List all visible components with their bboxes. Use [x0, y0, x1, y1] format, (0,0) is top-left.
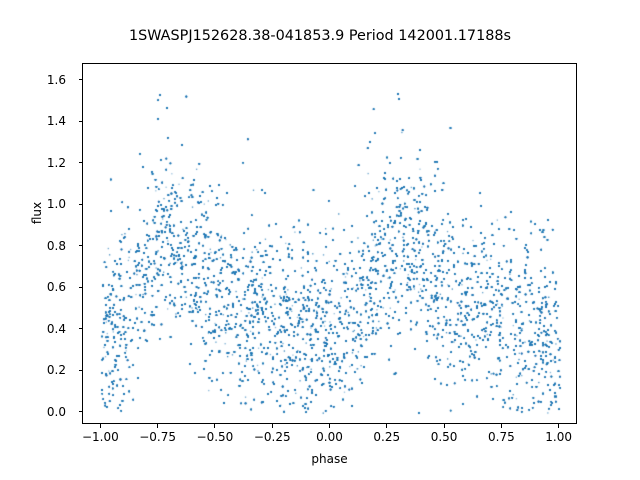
x-tick-label: −0.75: [139, 430, 177, 444]
y-tick-mark: [78, 328, 82, 330]
y-tick-label: 0.6: [46, 280, 66, 295]
y-tick-label: 0.2: [46, 363, 66, 378]
y-tick-mark: [78, 203, 82, 205]
y-tick-mark: [78, 120, 82, 122]
page-title: 1SWASPJ152628.38-041853.9 Period 142001.…: [128, 28, 512, 44]
y-axis-label: flux: [30, 201, 44, 225]
y-tick-mark: [78, 411, 82, 413]
x-tick-mark: [386, 424, 388, 428]
x-tick-label: 0.25: [373, 430, 401, 444]
x-tick-mark: [443, 424, 445, 428]
y-tick-label: 0.8: [46, 238, 66, 253]
y-tick-label: 1.0: [46, 197, 66, 212]
y-tick-mark: [78, 369, 82, 371]
y-tick-label: 0.0: [46, 404, 66, 419]
plot-axes-area: [82, 63, 577, 424]
y-tick-mark: [78, 79, 82, 81]
x-tick-mark: [500, 424, 502, 428]
y-tick-label: 1.6: [46, 72, 66, 87]
x-tick-mark: [558, 424, 560, 428]
y-tick-label: 1.2: [46, 155, 66, 170]
x-tick-mark: [99, 424, 101, 428]
x-tick-mark: [329, 424, 330, 428]
y-tick-label: 0.4: [46, 321, 66, 336]
x-tick-mark: [214, 424, 216, 428]
x-tick-label: −0.25: [253, 430, 291, 444]
x-tick-label: 0.00: [316, 430, 343, 444]
scatter-plot-canvas: [83, 64, 576, 423]
x-tick-label: −1.00: [81, 430, 119, 444]
y-tick-mark: [78, 286, 82, 288]
x-tick-label: 1.00: [545, 430, 573, 444]
x-tick-label: −0.50: [196, 430, 234, 444]
x-axis-label: phase: [311, 452, 348, 466]
x-tick-mark: [157, 424, 159, 428]
x-tick-label: 0.50: [430, 430, 458, 444]
x-tick-label: 0.75: [488, 430, 515, 444]
y-tick-label: 1.4: [46, 114, 66, 129]
x-tick-mark: [271, 424, 273, 428]
y-tick-mark: [78, 162, 82, 164]
y-tick-mark: [78, 245, 82, 247]
